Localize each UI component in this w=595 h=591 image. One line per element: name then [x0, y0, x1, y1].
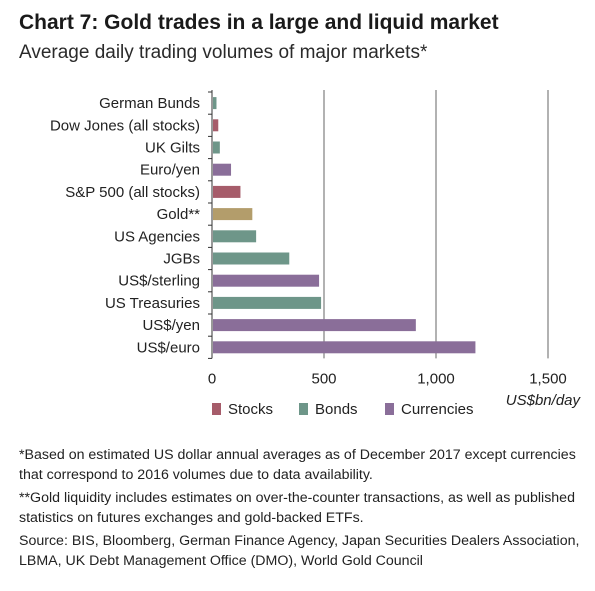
bar [213, 274, 320, 287]
bar [213, 252, 290, 265]
x-tick-label: 1,000 [417, 370, 455, 387]
category-label: Euro/yen [140, 162, 200, 179]
category-label: US$/yen [142, 317, 200, 334]
legend: Stocks Bonds Currencies [212, 401, 474, 418]
legend-label: Bonds [315, 401, 358, 418]
bar [213, 163, 232, 176]
bar-chart: German Bunds Dow Jones (all stocks) UK Gil… [50, 90, 582, 418]
legend-label: Currencies [401, 401, 474, 418]
source-note: Source: BIS, Bloomberg, German Finance A… [19, 533, 580, 569]
legend-swatch [299, 403, 308, 415]
bar [213, 341, 476, 354]
category-label: German Bunds [99, 95, 200, 112]
x-tick-label: 1,500 [529, 370, 567, 387]
legend-swatch [212, 403, 221, 415]
category-label: JGBs [163, 251, 200, 268]
bar [213, 319, 416, 332]
bar [213, 119, 219, 132]
bar [213, 185, 241, 198]
bar [213, 296, 322, 309]
chart-subtitle: Average daily trading volumes of major m… [19, 42, 428, 63]
x-tick-label: 500 [311, 370, 336, 387]
category-label: US$/sterling [118, 273, 200, 290]
x-axis: 0 500 1,000 1,500 [208, 90, 567, 387]
bar [213, 97, 217, 110]
footnote-1: *Based on estimated US dollar annual ave… [19, 447, 576, 483]
category-label: US$/euro [137, 339, 200, 356]
category-label: US Agencies [114, 228, 200, 245]
category-label: S&P 500 (all stocks) [65, 184, 200, 201]
legend-swatch [385, 403, 394, 415]
footnote-2: **Gold liquidity includes estimates on o… [19, 490, 575, 526]
x-tick-label: 0 [208, 370, 216, 387]
gridlines [323, 90, 549, 359]
category-labels: German Bunds Dow Jones (all stocks) UK Gil… [50, 95, 200, 356]
category-label: Gold** [157, 206, 201, 223]
x-axis-label: US$bn/day [506, 392, 582, 409]
footnotes: *Based on estimated US dollar annual ave… [19, 446, 584, 575]
category-label: US Treasuries [105, 295, 200, 312]
bars [213, 97, 476, 354]
chart-title: Chart 7: Gold trades in a large and liqu… [19, 11, 499, 34]
legend-label: Stocks [228, 401, 273, 418]
category-label: UK Gilts [145, 140, 200, 157]
category-label: Dow Jones (all stocks) [50, 117, 200, 134]
bar [213, 208, 253, 221]
bar [213, 230, 257, 243]
bar [213, 141, 220, 154]
